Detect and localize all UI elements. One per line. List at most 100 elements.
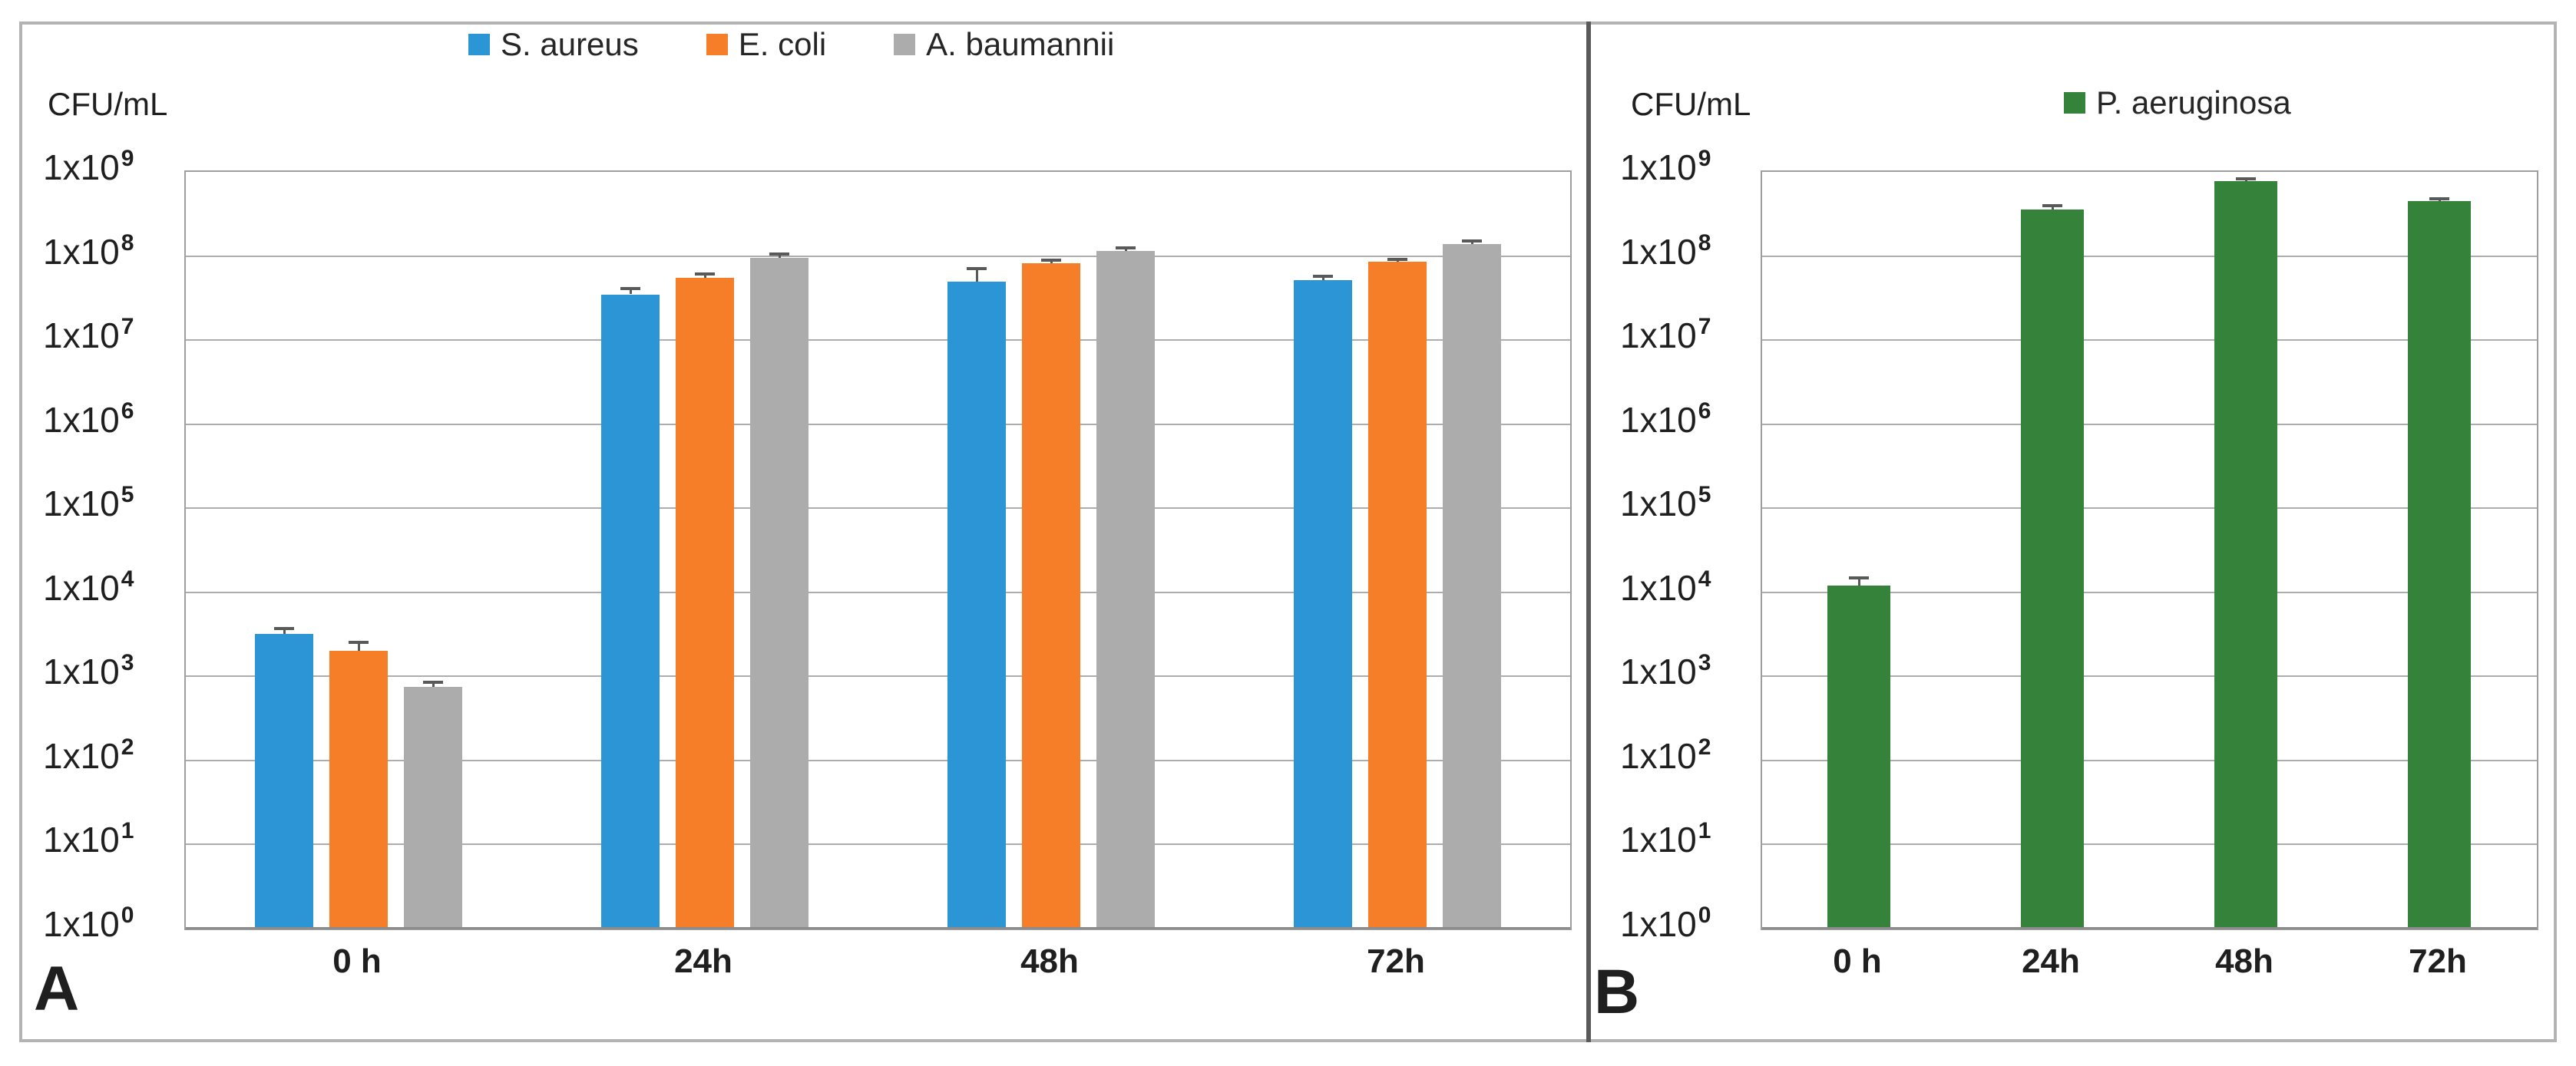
bar-e-coli-72h	[1368, 262, 1427, 927]
error-bar-cap	[769, 252, 789, 256]
y-tick-label-1e3: 1x103	[1620, 647, 1711, 696]
error-bar-cap	[1849, 576, 1869, 580]
error-bar-cap	[349, 640, 369, 644]
y-tick-label-1e7: 1x107	[43, 311, 134, 360]
gridline-1e7	[1762, 339, 2537, 342]
bar-a-baumannii-72h	[1443, 243, 1501, 927]
gridline-1e6	[1762, 423, 2537, 425]
error-bar-stem	[1857, 579, 1860, 586]
y-tick-label-1e7: 1x107	[1620, 311, 1711, 360]
bar-a-baumannii-48h	[1096, 250, 1155, 927]
y-tick-label-1e2: 1x102	[1620, 731, 1711, 781]
legend-a: S. aureus E. coli A. baumannii	[468, 26, 1114, 63]
x-tick-label-72h: 72h	[2409, 942, 2467, 980]
gridline-1e1	[186, 843, 1570, 846]
error-bar-cap	[2429, 196, 2449, 200]
y-tick-exponent: 7	[1698, 314, 1711, 340]
y-tick-base: 1x10	[1620, 315, 1697, 356]
error-bar-stem	[1050, 260, 1053, 263]
y-tick-label-1e5: 1x105	[1620, 479, 1711, 528]
gridline-1e3	[1762, 675, 2537, 678]
bar-a-baumannii-24h	[750, 257, 809, 927]
legend-swatch-icon	[468, 34, 490, 55]
error-bar-cap	[967, 266, 987, 270]
y-tick-base: 1x10	[43, 904, 120, 944]
error-bar-stem	[778, 255, 781, 258]
error-bar-cap	[1041, 258, 1061, 262]
y-tick-label-1e1: 1x101	[43, 815, 134, 864]
y-tick-exponent: 5	[1698, 482, 1711, 508]
bar-e-coli-0h	[329, 651, 388, 927]
error-bar-cap	[1387, 257, 1407, 261]
y-tick-label-1e0: 1x100	[1620, 899, 1711, 949]
y-tick-label-1e2: 1x102	[43, 731, 134, 781]
legend-b: P. aeruginosa	[2064, 84, 2291, 121]
x-axis-line	[186, 927, 1570, 929]
gridline-1e5	[186, 507, 1570, 510]
y-tick-label-1e6: 1x106	[43, 395, 134, 444]
y-tick-base: 1x10	[1620, 147, 1697, 187]
y-tick-exponent: 2	[121, 734, 134, 760]
y-tick-label-1e9: 1x109	[43, 143, 134, 192]
y-tick-exponent: 9	[1698, 146, 1711, 171]
y-tick-base: 1x10	[43, 231, 120, 272]
gridline-1e7	[186, 339, 1570, 342]
panel-letter-a: A	[34, 954, 80, 1024]
legend-label: E. coli	[738, 26, 827, 62]
y-tick-exponent: 5	[121, 482, 134, 508]
y-tick-exponent: 7	[121, 314, 134, 340]
gridline-1e8	[186, 255, 1570, 257]
bar-s-aureus-0h	[255, 633, 313, 927]
gridline-1e1	[1762, 843, 2537, 846]
y-tick-exponent: 1	[121, 818, 134, 844]
error-bar-cap	[274, 627, 294, 631]
x-tick-label-72h: 72h	[1367, 942, 1425, 980]
panel-letter-b: B	[1594, 957, 1640, 1027]
legend-item-a-baumannii: A. baumannii	[894, 26, 1114, 63]
y-tick-exponent: 9	[121, 146, 134, 171]
gridline-1e2	[186, 759, 1570, 761]
error-bar-stem	[1470, 241, 1473, 244]
y-tick-base: 1x10	[1620, 652, 1697, 692]
error-bar-cap	[620, 287, 640, 291]
error-bar-stem	[1321, 277, 1324, 280]
y-tick-exponent: 4	[1698, 566, 1711, 592]
y-axis-unit-label-b: CFU/mL	[1631, 86, 1751, 122]
y-tick-base: 1x10	[43, 735, 120, 776]
y-tick-exponent: 3	[121, 650, 134, 676]
y-tick-base: 1x10	[43, 315, 120, 356]
y-tick-exponent: 3	[1698, 650, 1711, 676]
y-axis-unit-label-a: CFU/mL	[48, 86, 168, 122]
x-tick-label-48h: 48h	[2215, 942, 2273, 980]
y-tick-base: 1x10	[1620, 904, 1697, 944]
legend-swatch-icon	[2064, 92, 2085, 114]
y-tick-label-1e6: 1x106	[1620, 395, 1711, 444]
legend-swatch-icon	[894, 34, 916, 55]
y-tick-label-1e3: 1x103	[43, 647, 134, 696]
error-bar-cap	[423, 681, 443, 685]
y-tick-exponent: 8	[121, 229, 134, 256]
gridline-1e2	[1762, 759, 2537, 761]
y-tick-exponent: 1	[1698, 818, 1711, 844]
error-bar-stem	[283, 629, 286, 634]
legend-item-p-aeruginosa: P. aeruginosa	[2064, 84, 2291, 121]
gridline-1e3	[186, 675, 1570, 678]
y-tick-base: 1x10	[43, 652, 120, 692]
y-tick-base: 1x10	[1620, 567, 1697, 608]
bar-p-aeruginosa-24h	[2021, 209, 2084, 927]
plot-area-a	[184, 170, 1572, 930]
bar-s-aureus-24h	[601, 294, 660, 927]
y-tick-exponent: 6	[121, 398, 134, 424]
bar-p-aeruginosa-48h	[2214, 180, 2277, 927]
y-tick-label-1e4: 1x104	[1620, 563, 1711, 612]
x-tick-label-24h: 24h	[2022, 942, 2080, 980]
gridline-1e8	[1762, 255, 2537, 257]
bar-p-aeruginosa-72h	[2408, 200, 2471, 927]
plot-area-b	[1761, 170, 2538, 930]
y-tick-label-1e5: 1x105	[43, 479, 134, 528]
y-tick-label-1e9: 1x109	[1620, 143, 1711, 192]
x-tick-label-0h: 0 h	[1833, 942, 1882, 980]
y-tick-label-1e8: 1x108	[1620, 227, 1711, 276]
